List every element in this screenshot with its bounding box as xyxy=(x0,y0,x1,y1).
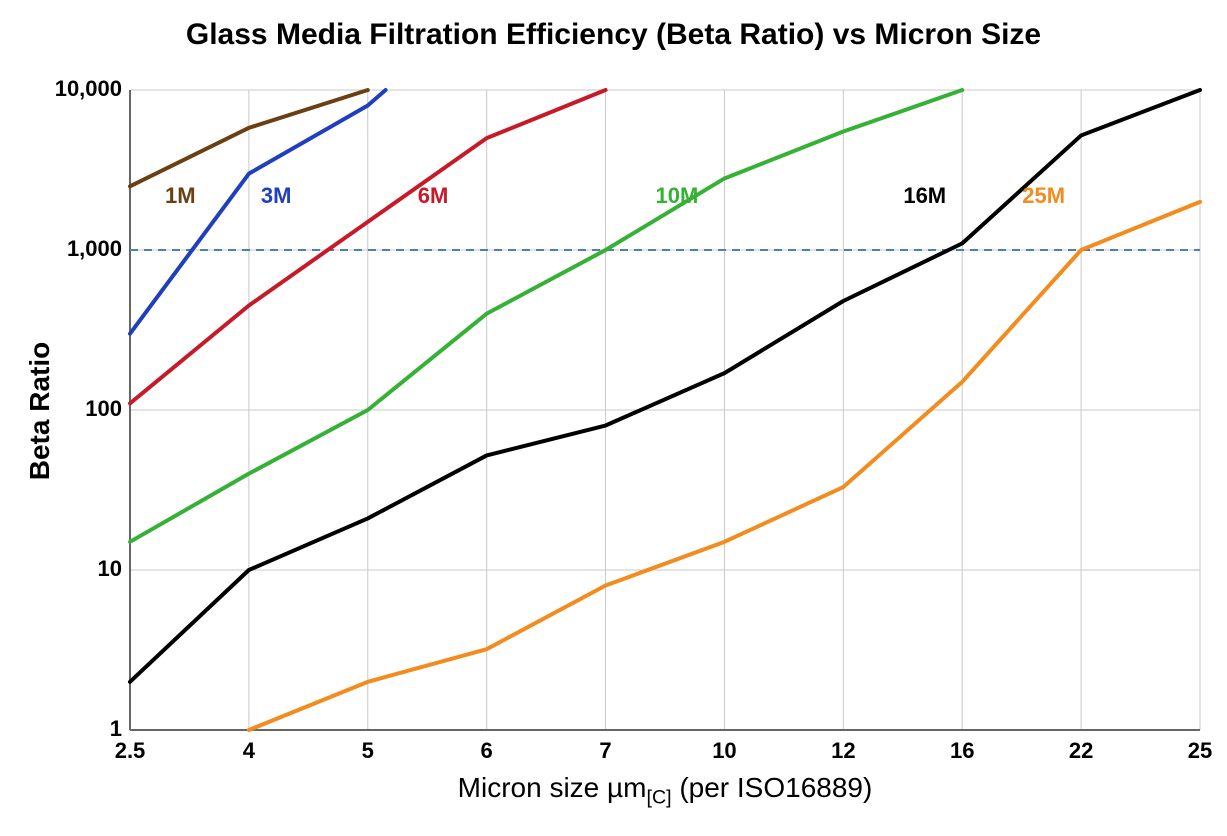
x-tick-label: 4 xyxy=(224,738,274,764)
y-tick-label: 1 xyxy=(110,716,122,742)
y-tick-label: 10,000 xyxy=(55,76,122,102)
series-label-16M: 16M xyxy=(903,183,946,209)
y-tick-label: 1,000 xyxy=(67,236,122,262)
chart-container: Glass Media Filtration Efficiency (Beta … xyxy=(0,0,1227,836)
x-tick-label: 5 xyxy=(343,738,393,764)
x-tick-label: 6 xyxy=(462,738,512,764)
chart-plot-area xyxy=(0,0,1227,836)
series-label-3M: 3M xyxy=(261,183,292,209)
x-tick-label: 25 xyxy=(1175,738,1225,764)
series-label-25M: 25M xyxy=(1022,183,1065,209)
x-tick-label: 16 xyxy=(937,738,987,764)
series-label-6M: 6M xyxy=(418,183,449,209)
series-line-16M xyxy=(130,90,1200,682)
y-tick-label: 100 xyxy=(85,396,122,422)
x-tick-label: 7 xyxy=(581,738,631,764)
series-label-10M: 10M xyxy=(656,183,699,209)
x-tick-label: 12 xyxy=(818,738,868,764)
y-tick-label: 10 xyxy=(98,556,122,582)
x-tick-label: 10 xyxy=(699,738,749,764)
series-label-1M: 1M xyxy=(165,183,196,209)
series-line-10M xyxy=(130,90,962,542)
x-tick-label: 22 xyxy=(1056,738,1106,764)
